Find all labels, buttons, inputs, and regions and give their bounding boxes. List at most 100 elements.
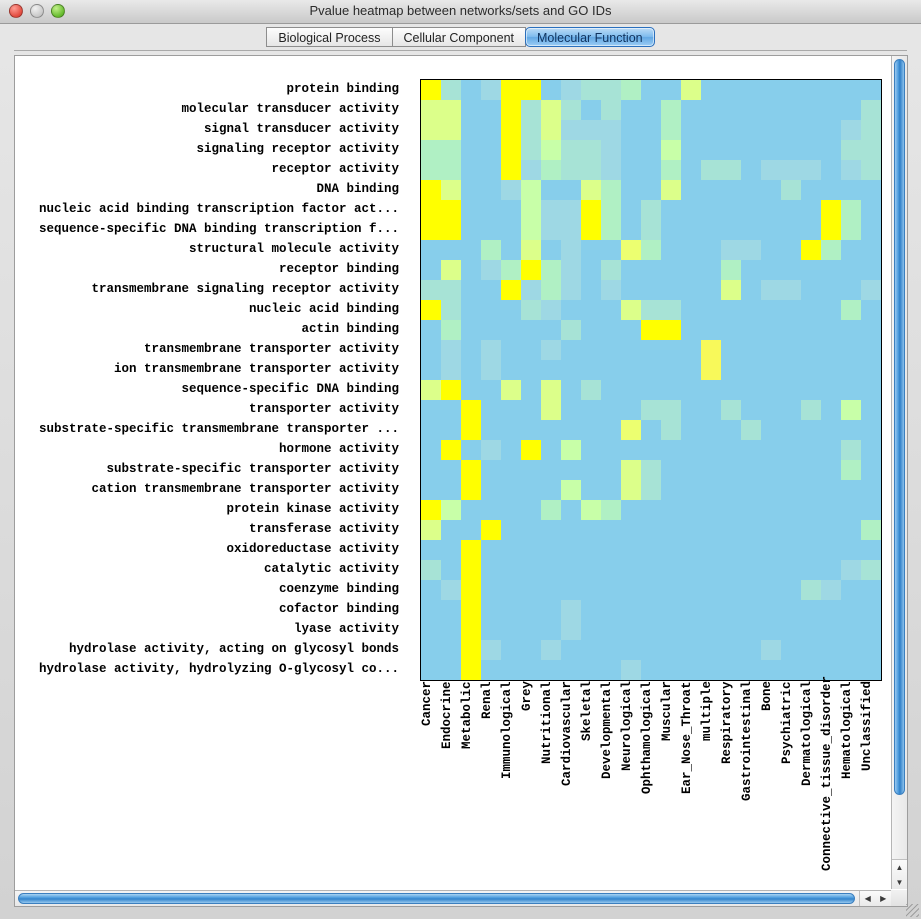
heatmap-cell — [581, 200, 601, 220]
heatmap-cell — [641, 340, 661, 360]
heatmap-cell — [721, 80, 741, 100]
heatmap-cell — [721, 140, 741, 160]
heatmap-cell — [721, 600, 741, 620]
heatmap-cell — [701, 420, 721, 440]
heatmap-cell — [461, 660, 481, 680]
heatmap-cell — [521, 620, 541, 640]
heatmap-cell — [701, 280, 721, 300]
row-label: substrate-specific transporter activity — [106, 462, 399, 476]
heatmap-cell — [781, 600, 801, 620]
vertical-scrollbar[interactable]: ▲ ▼ — [891, 56, 907, 889]
heatmap-cell — [661, 580, 681, 600]
heatmap-cell — [681, 640, 701, 660]
heatmap-cell — [821, 120, 841, 140]
row-label: structural molecule activity — [188, 242, 399, 256]
heatmap-cell — [561, 120, 581, 140]
heatmap-cell — [701, 480, 721, 500]
scroll-up-icon[interactable]: ▲ — [895, 863, 904, 872]
heatmap-cell — [541, 600, 561, 620]
heatmap-cell — [481, 200, 501, 220]
heatmap-cell — [721, 480, 741, 500]
heatmap-cell — [441, 480, 461, 500]
heatmap-cell — [521, 500, 541, 520]
heatmap-cell — [501, 480, 521, 500]
heatmap-cell — [501, 440, 521, 460]
heatmap-cell — [701, 580, 721, 600]
row-label: hormone activity — [278, 442, 399, 456]
row-label: hydrolase activity, acting on glycosyl b… — [68, 642, 399, 656]
heatmap-cell — [661, 560, 681, 580]
heatmap-cell — [821, 620, 841, 640]
heatmap-cell — [501, 320, 521, 340]
heatmap-cell — [501, 500, 521, 520]
heatmap-cell — [721, 180, 741, 200]
heatmap-cell — [841, 620, 861, 640]
heatmap-cell — [541, 480, 561, 500]
heatmap-cell — [721, 160, 741, 180]
resize-grip-icon[interactable] — [906, 904, 919, 917]
heatmap-cell — [461, 520, 481, 540]
heatmap-cell — [821, 280, 841, 300]
heatmap-cell — [421, 620, 441, 640]
heatmap-cell — [541, 160, 561, 180]
heatmap-cell — [661, 280, 681, 300]
heatmap-cell — [801, 440, 821, 460]
heatmap-cell — [641, 200, 661, 220]
column-label: Muscular — [660, 681, 674, 742]
heatmap-cell — [481, 340, 501, 360]
heatmap-cell — [561, 580, 581, 600]
heatmap-cell — [501, 140, 521, 160]
scroll-right-icon[interactable]: ▶ — [880, 894, 887, 903]
heatmap-cell — [821, 460, 841, 480]
heatmap-cell — [681, 500, 701, 520]
scroll-left-icon[interactable]: ◀ — [864, 894, 871, 903]
heatmap-cell — [861, 500, 881, 520]
scroll-down-icon[interactable]: ▼ — [895, 878, 904, 887]
heatmap-cell — [781, 260, 801, 280]
heatmap-cell — [421, 220, 441, 240]
horizontal-scrollbar[interactable]: ◀ ▶ — [15, 890, 891, 906]
heatmap-cell — [641, 280, 661, 300]
tab-biological-process[interactable]: Biological Process — [266, 27, 393, 47]
heatmap-cell — [521, 400, 541, 420]
close-button[interactable] — [9, 4, 23, 18]
heatmap-cell — [581, 600, 601, 620]
heatmap-cell — [681, 660, 701, 680]
column-label: Skeletal — [580, 681, 594, 742]
row-label: actin binding — [301, 322, 399, 336]
minimize-button[interactable] — [30, 4, 44, 18]
heatmap-cell — [721, 400, 741, 420]
heatmap-cell — [801, 640, 821, 660]
heatmap-cell — [821, 420, 841, 440]
heatmap-cell — [801, 600, 821, 620]
heatmap-cell — [441, 580, 461, 600]
heatmap-cell — [861, 400, 881, 420]
heatmap-cell — [441, 220, 461, 240]
zoom-button[interactable] — [51, 4, 65, 18]
heatmap-cell — [621, 280, 641, 300]
heatmap-cell — [861, 320, 881, 340]
heatmap-cell — [761, 480, 781, 500]
heatmap-cell — [441, 320, 461, 340]
heatmap-cell — [661, 600, 681, 620]
heatmap-cell — [461, 200, 481, 220]
heatmap-cell — [741, 100, 761, 120]
heatmap-cell — [701, 180, 721, 200]
heatmap-cell — [481, 580, 501, 600]
tab-bar: Biological Process Cellular Component Mo… — [0, 24, 921, 57]
vertical-scrollbar-thumb[interactable] — [894, 59, 905, 795]
heatmap-cell — [861, 420, 881, 440]
heatmap-cell — [481, 600, 501, 620]
heatmap-cell — [781, 300, 801, 320]
heatmap-cell — [721, 300, 741, 320]
heatmap-cell — [421, 80, 441, 100]
tab-molecular-function[interactable]: Molecular Function — [525, 27, 655, 47]
heatmap-cell — [441, 240, 461, 260]
horizontal-scrollbar-thumb[interactable] — [18, 893, 855, 904]
content-pane: protein binding molecular transducer acti… — [14, 55, 908, 907]
heatmap-cell — [841, 80, 861, 100]
heatmap-cell — [421, 380, 441, 400]
heatmap-cell — [761, 180, 781, 200]
tab-cellular-component[interactable]: Cellular Component — [392, 27, 526, 47]
heatmap-cell — [781, 500, 801, 520]
